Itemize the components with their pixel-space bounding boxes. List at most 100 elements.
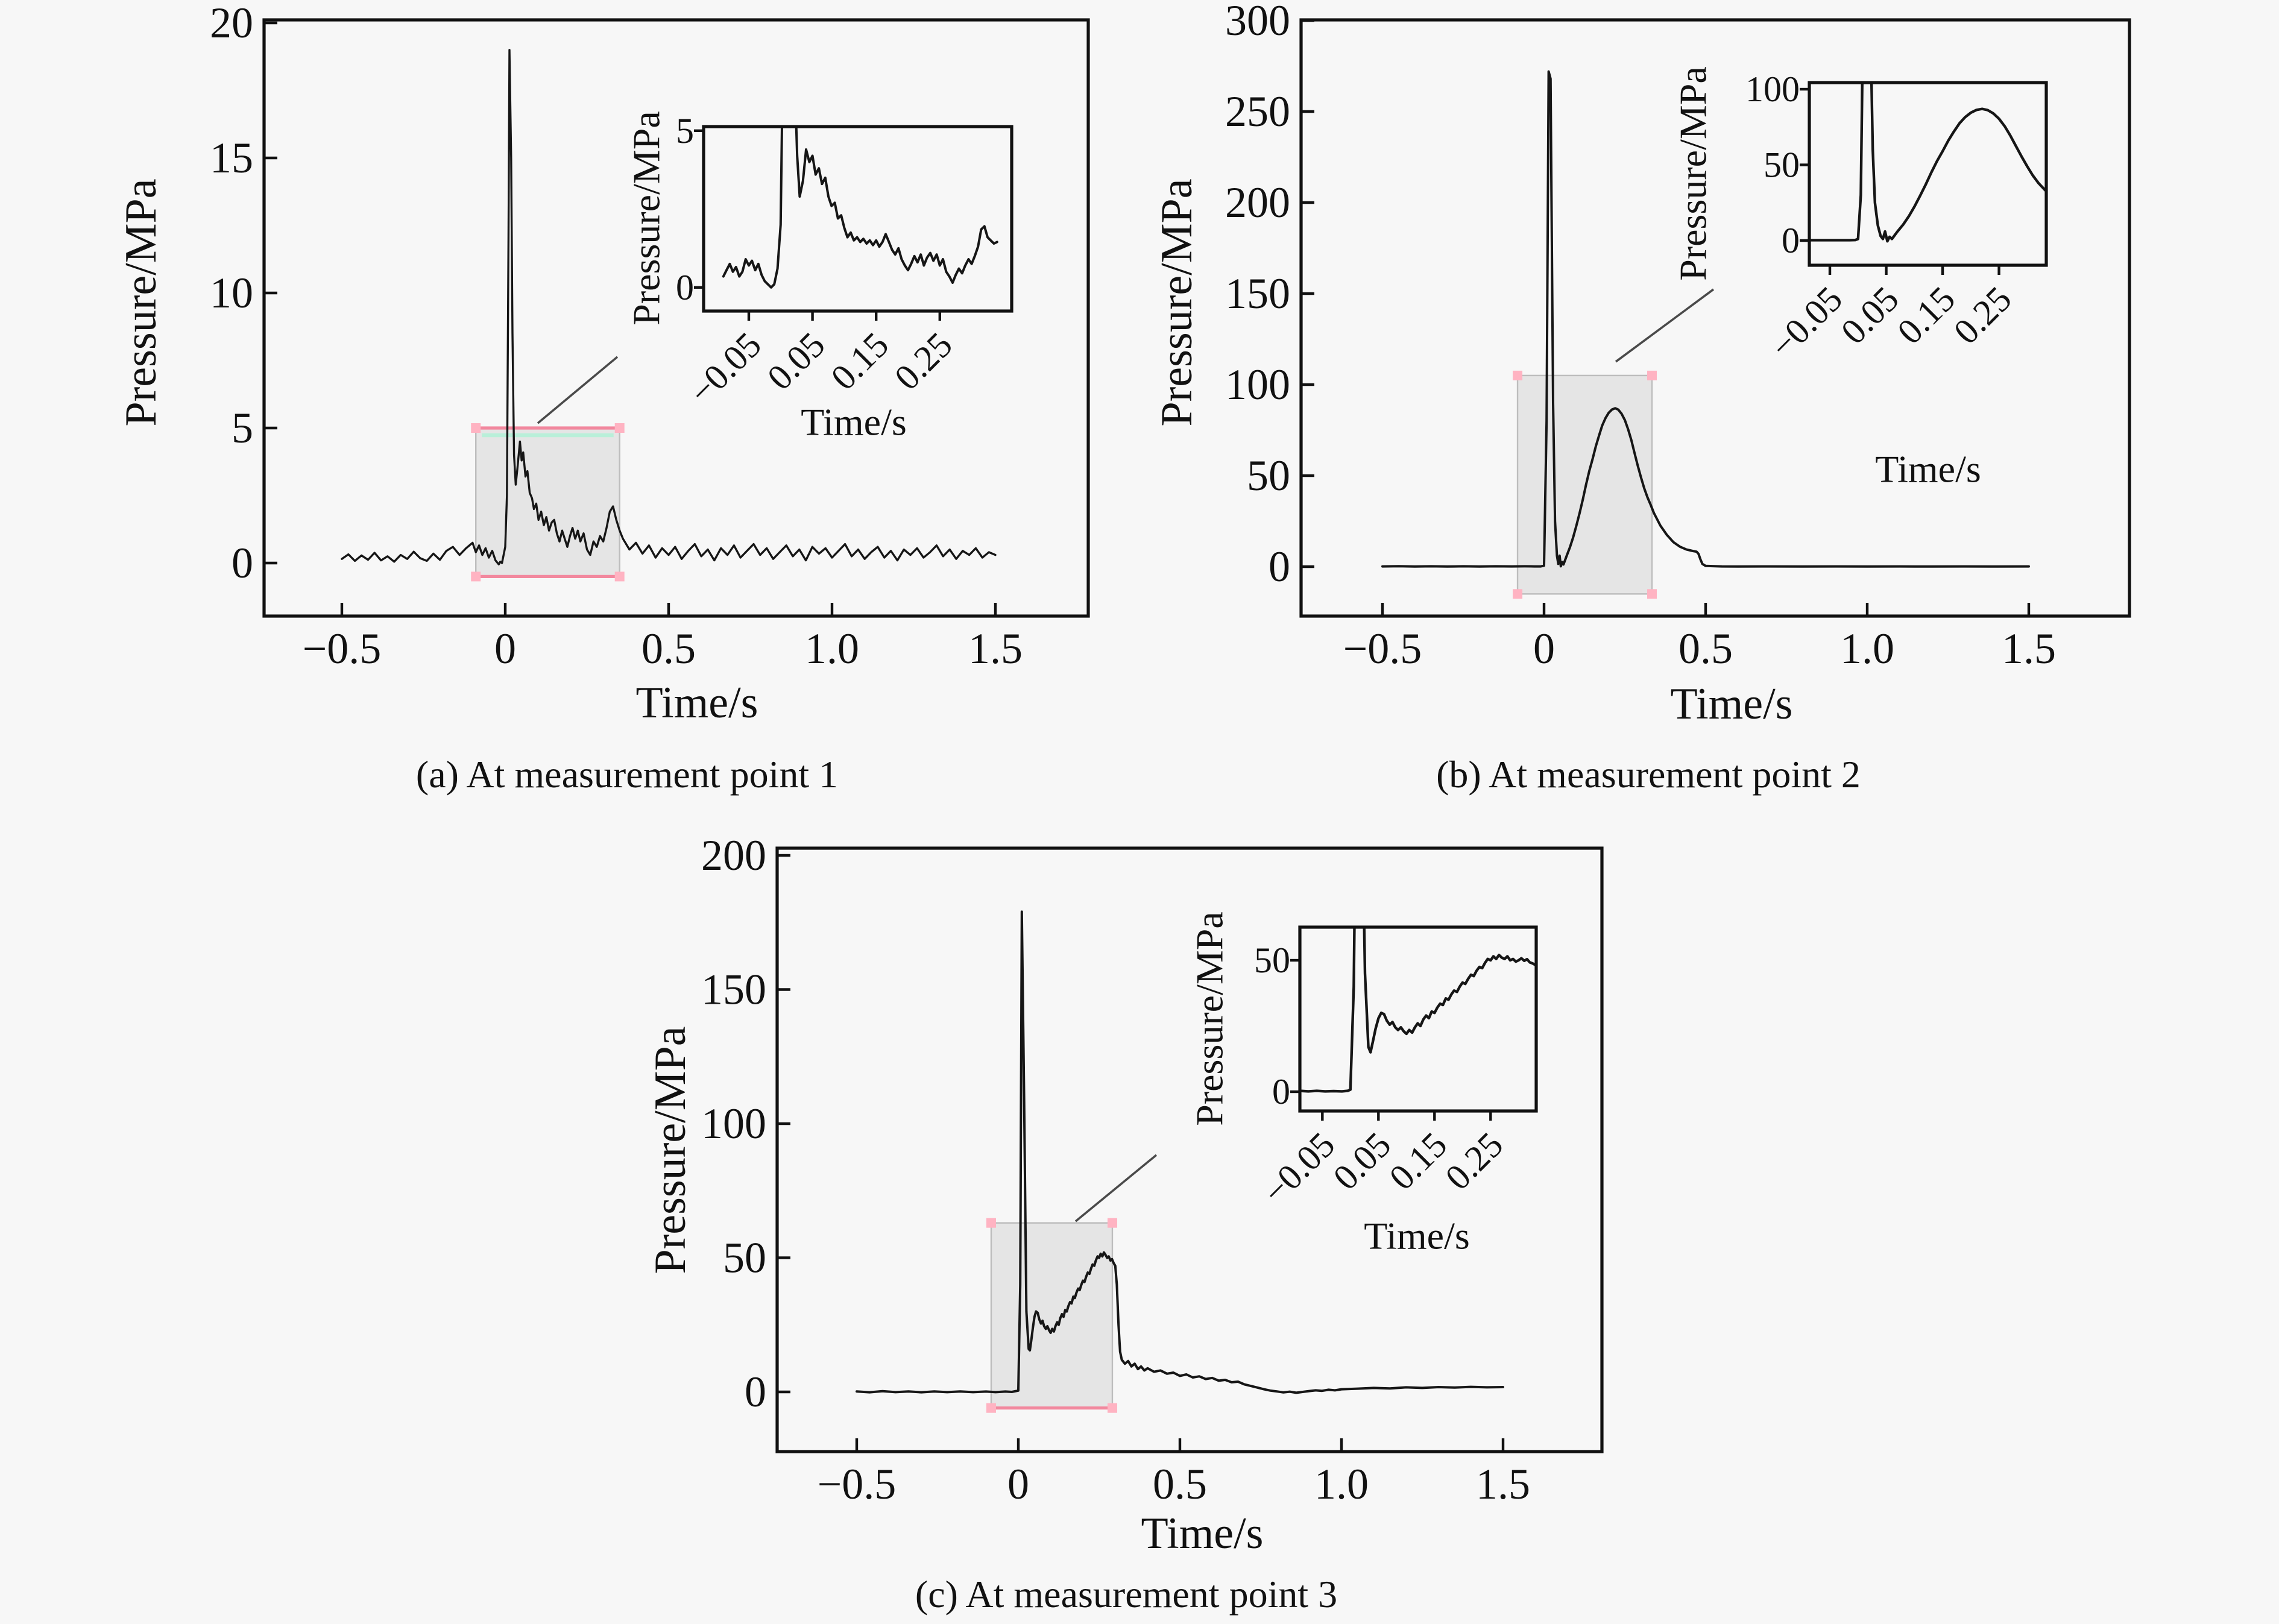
y-tick-label: 0 bbox=[1269, 543, 1290, 591]
y-tick-label: 100 bbox=[701, 1100, 766, 1148]
caption-panel-c: (c) At measurement point 3 bbox=[915, 1572, 1338, 1616]
zoom-box-handle bbox=[471, 571, 481, 582]
x-tick-label: 0.25 bbox=[887, 325, 960, 398]
x-axis-label: Time/s bbox=[636, 678, 758, 728]
x-tick-label: 0.05 bbox=[760, 325, 833, 398]
zoom-connector-line bbox=[1615, 288, 1715, 363]
x-axis-label: Time/s bbox=[1141, 1509, 1264, 1558]
x-tick-label: 0.5 bbox=[641, 625, 696, 673]
inset-background bbox=[704, 127, 1012, 311]
x-axis-label: Time/s bbox=[1875, 448, 1981, 491]
zoom-connector-line bbox=[537, 356, 619, 424]
y-tick-label: 250 bbox=[1225, 87, 1290, 136]
y-tick-label: 200 bbox=[701, 831, 766, 880]
plot-frame bbox=[262, 18, 1090, 618]
pressure-curve bbox=[1300, 927, 1536, 1093]
x-tick-label: −0.05 bbox=[681, 325, 769, 412]
x-tick-label: 0.15 bbox=[823, 325, 896, 398]
inset-background bbox=[1809, 83, 2046, 265]
y-tick-label: 5 bbox=[676, 111, 694, 151]
zoom-box-handle bbox=[1647, 370, 1657, 380]
y-tick-label: 0 bbox=[745, 1368, 766, 1416]
y-axis-label: Pressure/MPa bbox=[625, 111, 668, 326]
zoom-box-handle bbox=[1107, 1218, 1117, 1228]
y-tick-label: 300 bbox=[1225, 0, 1290, 45]
y-axis-label: Pressure/MPa bbox=[646, 1026, 695, 1274]
zoom-box-handle bbox=[1107, 1403, 1117, 1413]
y-tick-label: 50 bbox=[1254, 940, 1290, 980]
x-axis-label: Time/s bbox=[1671, 679, 1793, 729]
y-axis-label: Pressure/MPa bbox=[1152, 178, 1202, 426]
zoom-box-handle bbox=[614, 423, 625, 433]
y-tick-label: 0 bbox=[1782, 221, 1800, 260]
y-tick-label: 100 bbox=[1745, 69, 1800, 109]
panel-a: −0.5 0 0.5 1.0 1.5 0 5 10 15 20 Time/s Pressure/MPa… bbox=[116, 0, 1090, 728]
pressure-curve bbox=[722, 127, 998, 289]
zoom-region-box bbox=[475, 427, 620, 578]
y-tick-label: 50 bbox=[723, 1234, 766, 1282]
y-tick-label: 0 bbox=[232, 539, 253, 587]
x-tick-label: 0 bbox=[494, 625, 516, 673]
y-tick-label: 50 bbox=[1764, 145, 1800, 185]
x-axis-label: Time/s bbox=[801, 401, 907, 444]
x-tick-label: 0.15 bbox=[1890, 279, 1962, 352]
y-tick-label: 50 bbox=[1247, 452, 1290, 500]
y-axis-label: Pressure/MPa bbox=[1672, 66, 1715, 281]
y-axis-label: Pressure/MPa bbox=[116, 178, 166, 426]
y-axis-label: Pressure/MPa bbox=[1188, 911, 1231, 1126]
x-tick-label: −0.5 bbox=[303, 625, 382, 673]
x-tick-label: 0.05 bbox=[1833, 279, 1906, 352]
plot-frame bbox=[1298, 925, 1538, 1113]
zoom-region-box bbox=[990, 1222, 1114, 1409]
zoom-box-handle bbox=[1513, 589, 1523, 599]
inset-background bbox=[1300, 927, 1536, 1111]
zoom-box-handle bbox=[1513, 370, 1523, 380]
x-tick-label: 0.15 bbox=[1382, 1125, 1455, 1198]
caption-panel-a: (a) At measurement point 1 bbox=[415, 752, 839, 796]
x-tick-label: 0 bbox=[1533, 625, 1555, 673]
y-tick-label: 5 bbox=[232, 404, 253, 452]
zoom-box-handle bbox=[614, 571, 625, 582]
panel-b: −0.5 0 0.5 1.0 1.5 0 50 100 150 200 250 300 Time/s Pr… bbox=[1152, 0, 2131, 729]
x-tick-label: 1.0 bbox=[1314, 1460, 1369, 1508]
y-tick-label: 0 bbox=[676, 268, 694, 307]
y-tick-label: 200 bbox=[1225, 178, 1290, 227]
x-tick-label: 0.5 bbox=[1679, 625, 1733, 673]
y-tick-label: 10 bbox=[210, 269, 253, 317]
x-tick-label: 0.25 bbox=[1946, 279, 2019, 352]
x-tick-label: 0.05 bbox=[1326, 1125, 1399, 1198]
x-tick-label: 0 bbox=[1007, 1460, 1029, 1508]
x-tick-label: 1.0 bbox=[805, 625, 859, 673]
zoom-region-box bbox=[1516, 374, 1653, 595]
zoom-box-handle bbox=[471, 423, 481, 433]
y-tick-label: 150 bbox=[701, 966, 766, 1014]
x-tick-label: −0.5 bbox=[1343, 625, 1422, 673]
panel-c: −0.5 0 0.5 1.0 1.5 0 50 100 150 200 Time/s Pressure… bbox=[646, 831, 1604, 1558]
pressure-curve bbox=[341, 49, 997, 565]
x-tick-label: 0.5 bbox=[1153, 1460, 1207, 1508]
plot-frame bbox=[1808, 81, 2048, 267]
y-tick-label: 150 bbox=[1225, 269, 1290, 318]
zoom-box-handle bbox=[986, 1218, 996, 1228]
x-axis-label: Time/s bbox=[1364, 1215, 1470, 1257]
pressure-curve bbox=[1809, 83, 2046, 243]
x-tick-label: 1.5 bbox=[968, 625, 1023, 673]
x-tick-label: 1.0 bbox=[1840, 625, 1894, 673]
pressure-curve bbox=[856, 910, 1504, 1394]
y-tick-label: 15 bbox=[210, 134, 253, 182]
x-tick-label: 1.5 bbox=[2002, 625, 2056, 673]
zoom-box-handle bbox=[986, 1403, 996, 1413]
plot-frame bbox=[702, 125, 1013, 313]
y-tick-label: 100 bbox=[1225, 360, 1290, 409]
y-tick-label: 20 bbox=[210, 0, 253, 47]
x-tick-label: 0.25 bbox=[1438, 1125, 1511, 1198]
x-tick-label: 1.5 bbox=[1476, 1460, 1530, 1508]
caption-panel-b: (b) At measurement point 2 bbox=[1436, 752, 1861, 796]
x-tick-label: −0.5 bbox=[818, 1460, 897, 1508]
pressure-curve bbox=[1381, 70, 2030, 568]
plot-frame bbox=[775, 846, 1604, 1453]
zoom-box-handle bbox=[1647, 589, 1657, 599]
plot-frame bbox=[1299, 18, 2131, 618]
